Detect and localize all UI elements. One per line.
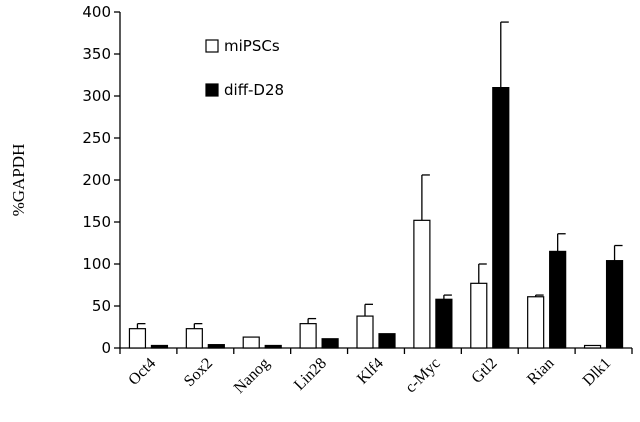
bar-mipscs-klf4 bbox=[356, 315, 374, 349]
bar-diff-d28-gtl2 bbox=[492, 86, 510, 349]
y-tick-label: 150 bbox=[82, 213, 111, 231]
bar-mipscs-gtl2 bbox=[470, 282, 488, 349]
legend-swatch-mipscs bbox=[205, 39, 219, 53]
y-tick-label: 100 bbox=[82, 255, 111, 273]
bar-diff-d28-dlk1 bbox=[605, 260, 624, 349]
x-tick-label: Klf4 bbox=[354, 355, 387, 388]
bar-diff-d28-klf4 bbox=[378, 333, 396, 349]
y-tick-label: 50 bbox=[92, 297, 111, 315]
x-tick-label: Oct4 bbox=[125, 355, 159, 389]
legend-swatch-diff-d28 bbox=[205, 83, 219, 97]
bar-mipscs-sox2 bbox=[185, 328, 203, 349]
bar-diff-d28-lin28 bbox=[321, 338, 339, 349]
x-tick-label: c-Myc bbox=[402, 355, 444, 397]
bar-diff-d28-nanog bbox=[264, 344, 282, 349]
x-tick-label: Nanog bbox=[231, 355, 273, 397]
bar-mipscs-nanog bbox=[242, 336, 260, 349]
x-ticks: Oct4 Sox2 Nanog Lin28 Klf4 c-Myc Gtl2 Rian Dlk1 bbox=[119, 348, 633, 397]
bar-mipscs-oct4 bbox=[128, 328, 147, 349]
y-tick-label: 400 bbox=[82, 3, 111, 21]
y-ticks: 0 50 100 150 200 250 300 350 400 bbox=[82, 3, 120, 357]
bar-diff-d28-oct4 bbox=[150, 344, 169, 349]
bars bbox=[128, 21, 624, 349]
legend-label-mipscs: miPSCs bbox=[224, 37, 280, 55]
x-tick-label: Dlk1 bbox=[580, 355, 615, 390]
bar-mipscs-rian bbox=[527, 296, 545, 349]
x-tick-label: Rian bbox=[524, 355, 557, 388]
x-axis: Oct4 Sox2 Nanog Lin28 Klf4 c-Myc Gtl2 Rian Dlk1 bbox=[119, 347, 633, 397]
legend: miPSCs diff-D28 bbox=[205, 37, 284, 99]
bar-diff-d28-rian bbox=[549, 250, 567, 349]
y-tick-label: 350 bbox=[82, 45, 111, 63]
y-axis: 0 50 100 150 200 250 300 350 400 %GAPDH bbox=[9, 3, 121, 357]
bar-mipscs-lin28 bbox=[299, 323, 317, 349]
legend-label-diff-d28: diff-D28 bbox=[224, 81, 284, 99]
x-tick-label: Lin28 bbox=[291, 355, 330, 394]
y-tick-label: 250 bbox=[82, 129, 111, 147]
y-tick-label: 300 bbox=[82, 87, 111, 105]
y-tick-label: 200 bbox=[82, 171, 111, 189]
y-tick-label: 0 bbox=[101, 339, 111, 357]
bar-diff-d28-c-myc bbox=[435, 298, 453, 349]
bar-mipscs-dlk1 bbox=[583, 344, 602, 349]
bar-mipscs-c-myc bbox=[413, 219, 431, 349]
x-tick-label: Sox2 bbox=[181, 355, 216, 390]
x-tick-label: Gtl2 bbox=[468, 355, 500, 387]
bar-diff-d28-sox2 bbox=[207, 344, 225, 349]
y-axis-label: %GAPDH bbox=[9, 144, 28, 217]
